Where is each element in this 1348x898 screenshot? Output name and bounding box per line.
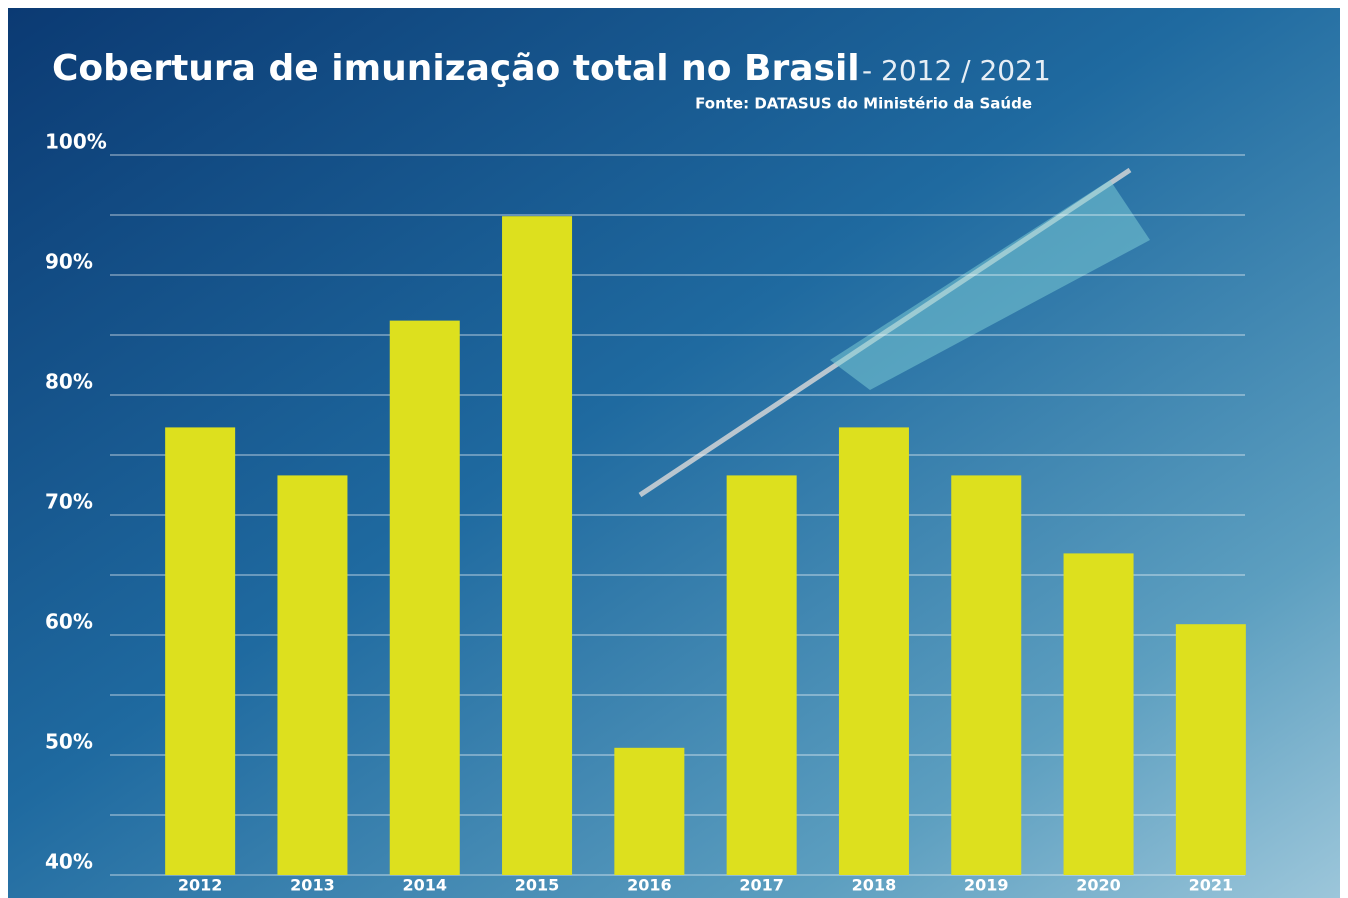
syringe-illustration [830, 180, 1150, 390]
x-tick-label: 2017 [739, 876, 784, 895]
source-note: Fonte: DATASUS do Ministério da Saúde [695, 95, 1032, 113]
x-tick-label: 2013 [290, 876, 335, 895]
y-tick-label: 40% [45, 850, 93, 874]
x-tick-label: 2012 [178, 876, 223, 895]
y-tick-label: 90% [45, 250, 93, 274]
bar [614, 747, 685, 875]
bar [277, 475, 348, 875]
x-tick-label: 2014 [402, 876, 447, 895]
bar [838, 427, 909, 875]
x-tick-label: 2020 [1076, 876, 1121, 895]
x-tick-label: 2018 [852, 876, 897, 895]
x-tick-label: 2016 [627, 876, 672, 895]
y-tick-label: 100% [45, 130, 107, 154]
y-tick-label: 60% [45, 610, 93, 634]
y-tick-label: 70% [45, 490, 93, 514]
chart-subtitle: - 2012 / 2021 [862, 54, 1051, 87]
bar [389, 320, 460, 876]
chart-title: Cobertura de imunização total no Brasil [52, 48, 860, 89]
bar [165, 427, 236, 875]
x-tick-label: 2021 [1189, 876, 1234, 895]
bar [726, 475, 797, 875]
bar [502, 216, 573, 875]
x-tick-label: 2015 [515, 876, 560, 895]
bar [1063, 553, 1134, 875]
x-tick-label: 2019 [964, 876, 1009, 895]
bar [1175, 624, 1246, 875]
y-tick-label: 50% [45, 730, 93, 754]
bar [951, 475, 1022, 875]
y-tick-label: 80% [45, 370, 93, 394]
